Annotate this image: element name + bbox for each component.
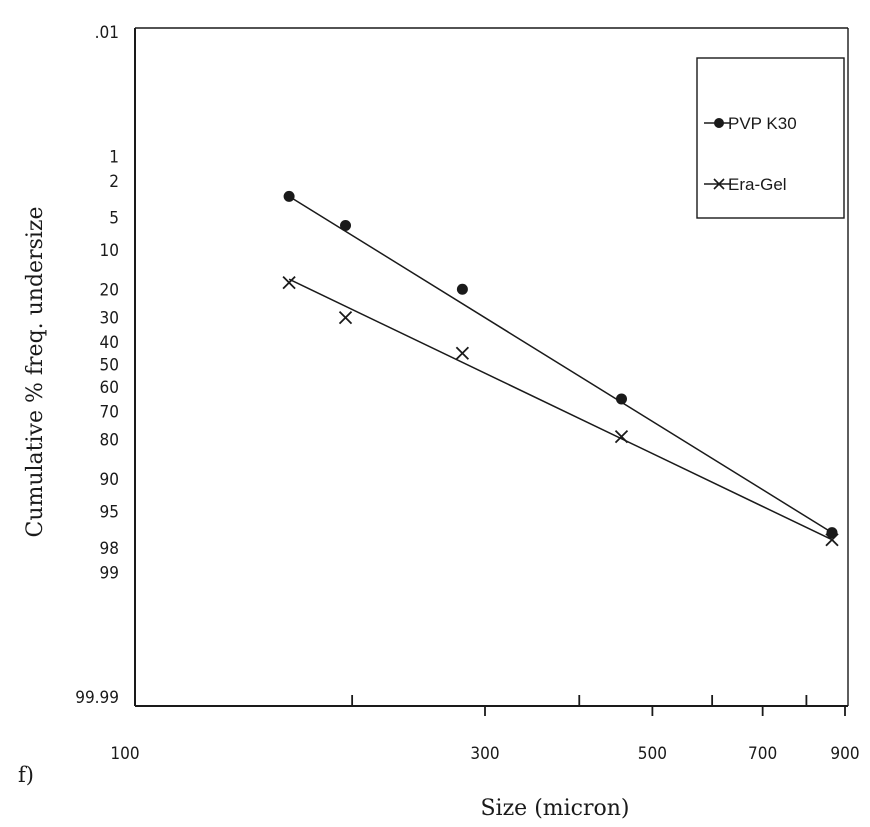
y-tick-label-20: 20 bbox=[100, 280, 119, 300]
point-pvp-k30-4 bbox=[826, 527, 838, 539]
panel-label: f) bbox=[18, 763, 34, 787]
data-markers bbox=[282, 190, 839, 547]
legend-marker-era-gel bbox=[713, 178, 725, 190]
fit-line-era-gel bbox=[288, 278, 833, 541]
y-tick-label-60: 60 bbox=[100, 378, 119, 398]
y-tick-label-90: 90 bbox=[100, 470, 119, 490]
point-pvp-k30-2 bbox=[456, 283, 468, 295]
x-tick-label-500: 500 bbox=[638, 744, 667, 764]
legend: PVP K30 Era-Gel bbox=[696, 57, 845, 219]
x-tick-label-900: 900 bbox=[830, 744, 859, 764]
y-tick-label-2: 2 bbox=[109, 172, 119, 192]
y-tick-label-1: 1 bbox=[109, 148, 119, 168]
x-axis-title: Size (micron) bbox=[480, 796, 629, 821]
point-era-gel-2 bbox=[455, 346, 470, 360]
y-tick-label-10: 10 bbox=[100, 241, 119, 261]
y-tick-label-98: 98 bbox=[100, 539, 119, 559]
point-era-gel-4 bbox=[825, 533, 839, 547]
y-tick-label-5: 5 bbox=[109, 208, 119, 228]
y-tick-label-40: 40 bbox=[100, 333, 119, 353]
legend-marker-pvp-k30 bbox=[714, 118, 724, 128]
x-tick-label-300: 300 bbox=[470, 744, 499, 764]
x-axis-ticks: 100 300 500 700 900 bbox=[110, 695, 860, 764]
point-era-gel-3 bbox=[614, 429, 629, 444]
legend-label-era-gel: Era-Gel bbox=[728, 175, 787, 194]
fit-line-pvp-k30 bbox=[288, 195, 833, 534]
point-pvp-k30-3 bbox=[615, 393, 627, 405]
y-tick-label-99-99: 99.99 bbox=[75, 688, 119, 708]
point-pvp-k30-0 bbox=[283, 190, 295, 202]
y-tick-label-70: 70 bbox=[100, 402, 119, 422]
fit-lines bbox=[288, 195, 833, 541]
point-era-gel-0 bbox=[282, 276, 296, 290]
y-tick-label-80: 80 bbox=[100, 431, 119, 451]
x-tick-label-700: 700 bbox=[748, 744, 777, 764]
y-axis-title: Cumulative % freq. undersize bbox=[23, 206, 48, 537]
y-tick-label-99: 99 bbox=[100, 563, 119, 583]
y-tick-label-30: 30 bbox=[100, 309, 119, 329]
plot-frame bbox=[134, 27, 849, 707]
point-era-gel-1 bbox=[338, 310, 353, 325]
y-tick-label-50: 50 bbox=[100, 356, 119, 376]
x-tick-label-100: 100 bbox=[110, 744, 139, 764]
y-tick-label-01: .01 bbox=[95, 23, 119, 43]
y-tick-label-95: 95 bbox=[100, 503, 119, 523]
point-pvp-k30-1 bbox=[340, 219, 352, 231]
legend-label-pvp-k30: PVP K30 bbox=[728, 114, 797, 133]
legend-box bbox=[696, 57, 845, 219]
